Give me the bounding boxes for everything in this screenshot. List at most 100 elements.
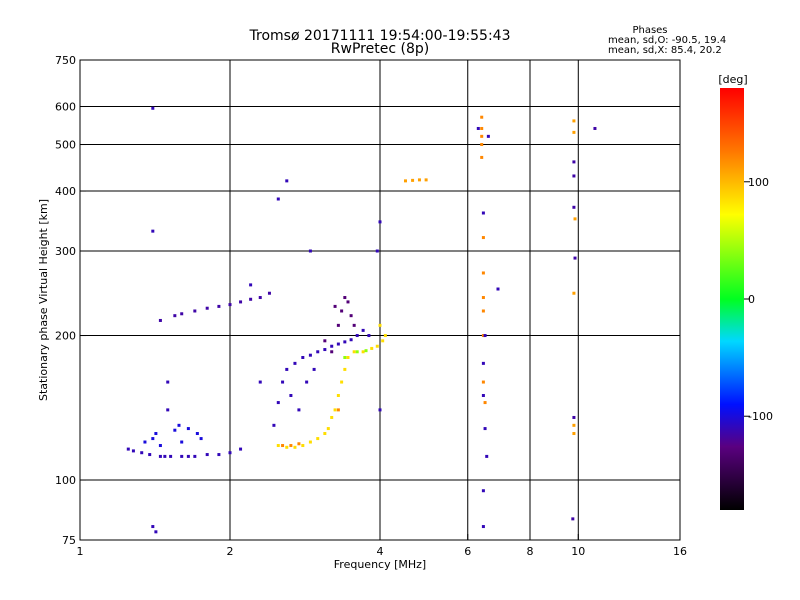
data-point (572, 205, 576, 209)
data-point (496, 287, 500, 291)
data-point (312, 367, 316, 371)
data-point (158, 454, 162, 458)
data-point (158, 318, 162, 322)
data-point (572, 423, 576, 427)
data-point (361, 350, 365, 354)
data-point (480, 143, 484, 147)
chart-subtitle: RwPretec (8p) (331, 41, 429, 57)
data-point (352, 350, 356, 354)
data-point (572, 119, 576, 123)
colorbar-gradient (720, 88, 744, 510)
data-point (403, 179, 407, 183)
data-point (483, 427, 487, 431)
x-axis-label: Frequency [MHz] (334, 558, 426, 571)
data-point (333, 304, 337, 308)
data-point (154, 530, 158, 534)
data-point (249, 283, 253, 287)
x-tick-label: 4 (377, 545, 384, 558)
data-point (195, 432, 199, 436)
data-point (349, 338, 353, 342)
data-point (340, 309, 344, 313)
data-point (217, 453, 221, 457)
data-point (481, 334, 485, 338)
data-point (571, 517, 575, 521)
data-point (199, 437, 203, 441)
data-point (483, 334, 487, 338)
data-point (281, 444, 285, 448)
data-point (346, 355, 350, 359)
data-point (572, 130, 576, 134)
data-point (378, 220, 382, 224)
data-point (276, 401, 280, 405)
data-point (481, 211, 485, 215)
colorbar-label: [deg] (718, 73, 747, 86)
colorbar-tick-label: 100 (748, 176, 769, 189)
x-tick-label: 2 (227, 545, 234, 558)
data-point (340, 380, 344, 384)
data-point (169, 454, 173, 458)
data-point (158, 444, 162, 448)
data-point (572, 415, 576, 419)
data-point (316, 437, 320, 441)
data-point (297, 408, 301, 412)
data-point (305, 380, 309, 384)
data-point (323, 432, 327, 436)
data-point (381, 339, 385, 343)
y-axis-label: Stationary phase Virtual Height [km] (37, 199, 50, 401)
data-point (154, 432, 158, 436)
data-point (316, 350, 320, 354)
data-point (193, 454, 197, 458)
data-point (573, 217, 577, 221)
colorbar-tick-label: 0 (748, 293, 755, 306)
x-tick-label: 6 (464, 545, 471, 558)
data-point (249, 297, 253, 301)
y-tick-label: 750 (55, 54, 76, 67)
data-point (480, 155, 484, 159)
data-point (228, 303, 232, 307)
data-point (267, 291, 271, 295)
y-tick-label: 300 (55, 245, 76, 258)
y-tick-label: 500 (55, 139, 76, 152)
data-point (481, 525, 485, 529)
legend-line-x: mean, sd,X: 85.4, 20.2 (608, 45, 722, 56)
data-points (126, 106, 597, 534)
data-point (308, 353, 312, 357)
x-tick-label: 16 (673, 545, 687, 558)
data-point (375, 249, 379, 253)
data-point (276, 444, 280, 448)
data-point (228, 451, 232, 455)
x-tick-label: 10 (571, 545, 585, 558)
data-point (483, 401, 487, 405)
data-point (480, 134, 484, 138)
data-point (281, 380, 285, 384)
data-point (572, 291, 576, 295)
chart-title: Tromsø 20171111 19:54:00-19:55:43 (249, 28, 511, 44)
data-point (148, 453, 152, 457)
data-point (572, 174, 576, 178)
legend-heading: Phases (632, 25, 667, 36)
legend-line-o: mean, sd,O: -90.5, 19.4 (608, 35, 726, 46)
data-point (572, 160, 576, 164)
y-tick-label: 400 (55, 185, 76, 198)
data-point (383, 334, 387, 338)
data-point (205, 306, 209, 310)
data-point (481, 309, 485, 313)
data-point (364, 349, 368, 353)
data-point (336, 408, 340, 412)
data-point (186, 427, 190, 431)
data-point (173, 428, 177, 432)
data-point (126, 447, 130, 451)
data-point (378, 323, 382, 327)
data-point (486, 134, 490, 138)
data-point (481, 296, 485, 300)
data-point (330, 415, 334, 419)
colorbar-ticks: 100 0 -100 (744, 176, 773, 423)
data-point (289, 394, 293, 398)
data-point (355, 350, 359, 354)
data-point (293, 361, 297, 365)
data-point (361, 328, 365, 332)
data-point (177, 423, 181, 427)
data-point (346, 300, 350, 304)
data-point (258, 296, 262, 300)
